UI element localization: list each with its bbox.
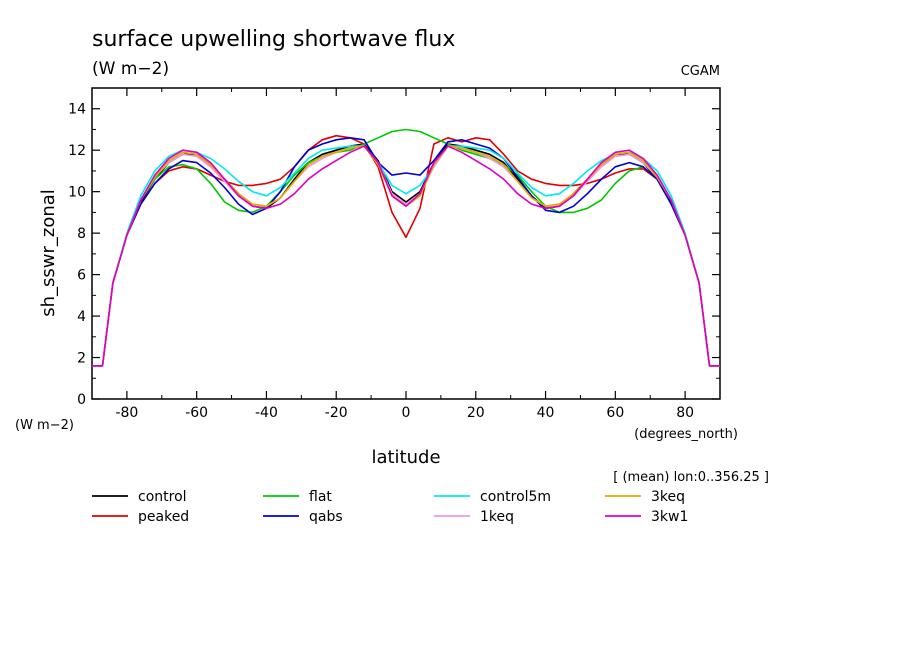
x-tick-label: 20 <box>467 405 485 421</box>
chart-subtitle-units: (W m−2) <box>92 59 169 79</box>
mean-note: [ (mean) lon:0..356.25 ] <box>613 470 769 485</box>
y-tick-label: 4 <box>77 309 86 325</box>
legend-label-3kw1: 3kw1 <box>651 509 688 525</box>
legend-label-1keq: 1keq <box>480 509 514 525</box>
x-tick-label: 60 <box>606 405 624 421</box>
source-label: CGAM <box>681 64 720 79</box>
x-tick-label: -40 <box>255 405 278 421</box>
series-line-1keq <box>92 145 720 367</box>
y-tick-label: 12 <box>68 143 86 159</box>
y-tick-label: 10 <box>68 185 86 201</box>
y-tick-label: 14 <box>68 102 86 118</box>
series-line-control5m <box>92 145 720 367</box>
x-tick-label: 0 <box>402 405 411 421</box>
y-axis-units: (W m−2) <box>15 418 74 433</box>
y-axis-label: sh_sswr_zonal <box>38 189 59 317</box>
series-line-3kw1 <box>92 145 720 367</box>
legend-label-flat: flat <box>309 489 332 505</box>
x-axis-label: latitude <box>371 447 440 468</box>
y-tick-label: 2 <box>77 351 86 367</box>
x-tick-label: 40 <box>537 405 555 421</box>
y-tick-label: 6 <box>77 268 86 284</box>
legend-label-qabs: qabs <box>309 509 343 525</box>
series-line-control <box>92 143 720 367</box>
legend: control flat control5m 3keq peaked qabs 1keq 3k… <box>92 489 688 525</box>
legend-label-3keq: 3keq <box>651 489 685 505</box>
legend-label-control: control <box>138 489 187 505</box>
series-line-qabs <box>92 137 720 367</box>
x-tick-label: 80 <box>676 405 694 421</box>
series-line-flat <box>92 128 720 367</box>
legend-label-control5m: control5m <box>480 489 551 505</box>
legend-label-peaked: peaked <box>138 509 189 525</box>
x-tick-label: -60 <box>185 405 208 421</box>
plot-area: -80 -60 -40 -20 0 20 40 60 80 0 2 4 6 8 10 12 14 <box>68 87 721 421</box>
y-tick-label: 0 <box>77 392 86 408</box>
plot-frame <box>91 87 721 400</box>
x-tick-label: -80 <box>115 405 138 421</box>
chart-title: surface upwelling shortwave flux <box>92 27 455 52</box>
x-axis-units: (degrees_north) <box>634 427 738 442</box>
series-line-3keq <box>92 145 720 367</box>
y-tick-label: 8 <box>77 226 86 242</box>
series-line-peaked <box>92 134 720 367</box>
x-tick-label: -20 <box>325 405 348 421</box>
